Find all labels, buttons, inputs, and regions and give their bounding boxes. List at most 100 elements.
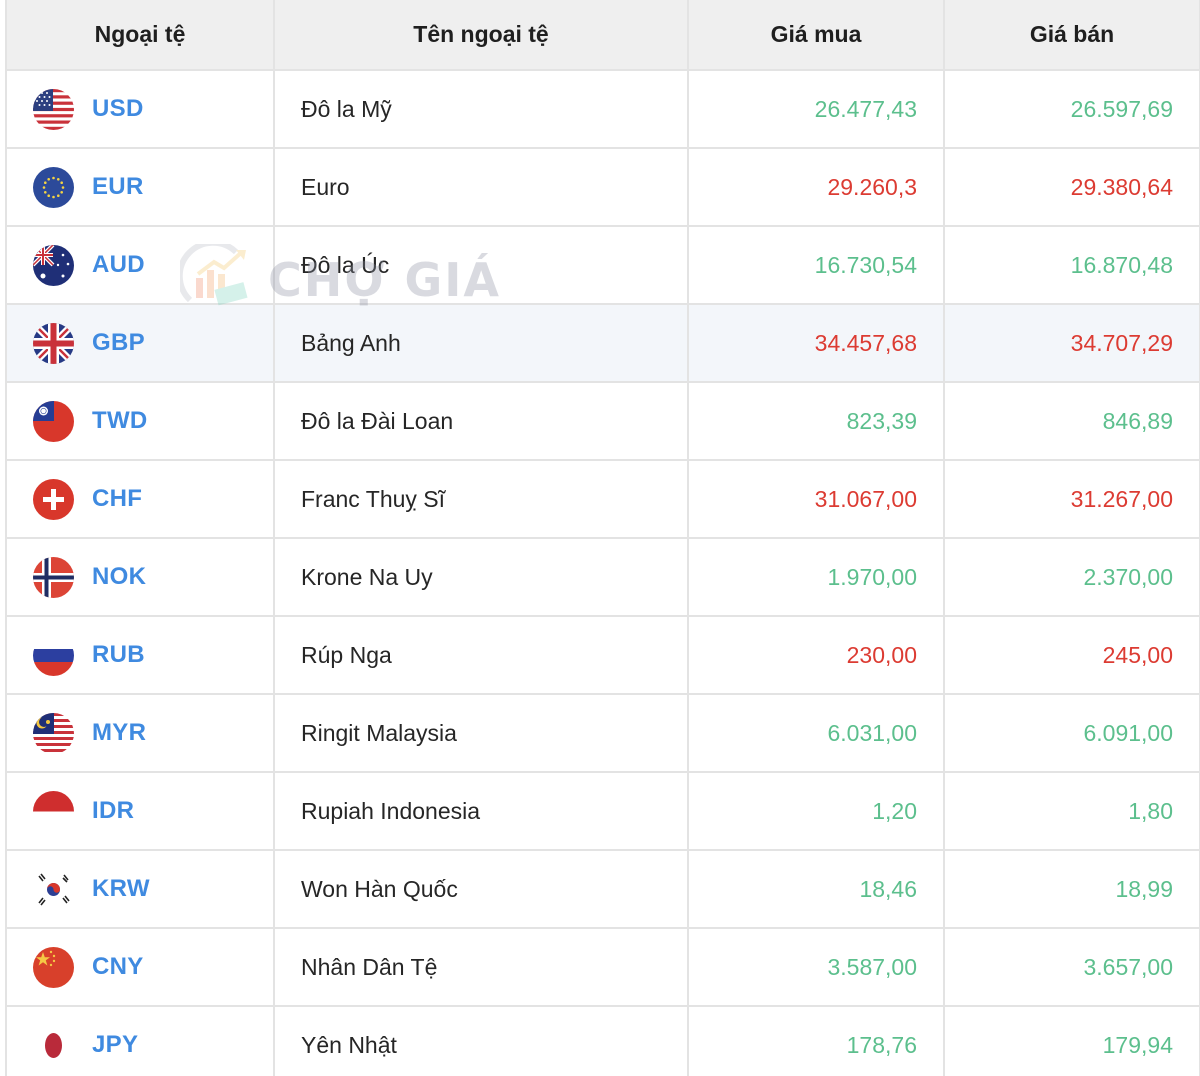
table-row[interactable]: GBP Bảng Anh 34.457,68 34.707,29 — [5, 303, 1200, 383]
sell-price: 3.657,00 — [943, 927, 1200, 1007]
tw-flag-icon — [33, 400, 74, 442]
table-row[interactable]: USD Đô la Mỹ 26.477,43 26.597,69 — [5, 69, 1200, 149]
currency-code-wrap: IDR — [33, 790, 273, 832]
buy-price: 823,39 — [687, 381, 945, 461]
eu-flag-icon — [33, 166, 74, 208]
currency-code-wrap: JPY — [33, 1024, 273, 1066]
currency-code-link[interactable]: MYR — [92, 719, 147, 746]
currency-code-link[interactable]: EUR — [92, 173, 144, 200]
jp-flag-icon — [33, 1024, 74, 1066]
currency-code-wrap: USD — [33, 88, 273, 130]
currency-code-wrap: RUB — [33, 634, 273, 676]
currency-name: Bảng Anh — [273, 303, 689, 383]
currency-code-link[interactable]: AUD — [92, 251, 145, 278]
currency-code-link[interactable]: NOK — [92, 563, 147, 590]
currency-code-cell: GBP — [5, 303, 275, 383]
sell-price: 2.370,00 — [943, 537, 1200, 617]
currency-code-wrap: MYR — [33, 712, 273, 754]
buy-price: 230,00 — [687, 615, 945, 695]
currency-code-cell: CNY — [5, 927, 275, 1007]
currency-code-cell: IDR — [5, 771, 275, 851]
currency-code-link[interactable]: RUB — [92, 641, 145, 668]
currency-name: Ringit Malaysia — [273, 693, 689, 773]
currency-code-link[interactable]: IDR — [92, 797, 135, 824]
currency-code-link[interactable]: KRW — [92, 875, 150, 902]
kr-flag-icon — [33, 868, 74, 910]
currency-code-cell: TWD — [5, 381, 275, 461]
currency-code-wrap: AUD — [33, 244, 273, 286]
sell-price: 31.267,00 — [943, 459, 1200, 539]
sell-price: 16.870,48 — [943, 225, 1200, 305]
table-row[interactable]: KRW Won Hàn Quốc 18,46 18,99 — [5, 849, 1200, 929]
buy-price: 18,46 — [687, 849, 945, 929]
table-row[interactable]: AUD Đô la Úc 16.730,54 16.870,48 — [5, 225, 1200, 305]
currency-code-link[interactable]: CNY — [92, 953, 144, 980]
buy-price: 16.730,54 — [687, 225, 945, 305]
column-header-sell[interactable]: Giá bán — [943, 0, 1200, 71]
currency-name: Franc Thuỵ Sĩ — [273, 459, 689, 539]
table-row[interactable]: EUR Euro 29.260,3 29.380,64 — [5, 147, 1200, 227]
column-header-name[interactable]: Tên ngoại tệ — [273, 0, 689, 71]
no-flag-icon — [33, 556, 74, 598]
column-header-code[interactable]: Ngoại tệ — [5, 0, 275, 71]
buy-price: 29.260,3 — [687, 147, 945, 227]
currency-name: Đô la Đài Loan — [273, 381, 689, 461]
exchange-rate-table-container: Ngoại tệ Tên ngoại tệ Giá mua Giá bán US… — [5, 0, 1200, 1076]
cn-flag-icon — [33, 946, 74, 988]
table-row[interactable]: CNY Nhân Dân Tệ 3.587,00 3.657,00 — [5, 927, 1200, 1007]
exchange-rate-table: Ngoại tệ Tên ngoại tệ Giá mua Giá bán US… — [5, 0, 1200, 1076]
sell-price: 18,99 — [943, 849, 1200, 929]
table-row[interactable]: MYR Ringit Malaysia 6.031,00 6.091,00 — [5, 693, 1200, 773]
buy-price: 178,76 — [687, 1005, 945, 1076]
sell-price: 29.380,64 — [943, 147, 1200, 227]
currency-code-wrap: KRW — [33, 868, 273, 910]
currency-code-cell: RUB — [5, 615, 275, 695]
column-header-buy[interactable]: Giá mua — [687, 0, 945, 71]
table-row[interactable]: CHF Franc Thuỵ Sĩ 31.067,00 31.267,00 — [5, 459, 1200, 539]
sell-price: 1,80 — [943, 771, 1200, 851]
currency-name: Yên Nhật — [273, 1005, 689, 1076]
buy-price: 3.587,00 — [687, 927, 945, 1007]
currency-name: Đô la Mỹ — [273, 69, 689, 149]
currency-code-wrap: CHF — [33, 478, 273, 520]
currency-code-cell: EUR — [5, 147, 275, 227]
currency-code-link[interactable]: JPY — [92, 1031, 139, 1058]
currency-code-link[interactable]: TWD — [92, 407, 148, 434]
table-row[interactable]: NOK Krone Na Uy 1.970,00 2.370,00 — [5, 537, 1200, 617]
sell-price: 26.597,69 — [943, 69, 1200, 149]
currency-code-cell: JPY — [5, 1005, 275, 1076]
currency-code-link[interactable]: CHF — [92, 485, 143, 512]
ru-flag-icon — [33, 634, 74, 676]
table-row[interactable]: IDR Rupiah Indonesia 1,20 1,80 — [5, 771, 1200, 851]
my-flag-icon — [33, 712, 74, 754]
sell-price: 6.091,00 — [943, 693, 1200, 773]
currency-name: Krone Na Uy — [273, 537, 689, 617]
ch-flag-icon — [33, 478, 74, 520]
table-row[interactable]: RUB Rúp Nga 230,00 245,00 — [5, 615, 1200, 695]
sell-price: 34.707,29 — [943, 303, 1200, 383]
currency-name: Euro — [273, 147, 689, 227]
currency-code-cell: KRW — [5, 849, 275, 929]
currency-name: Won Hàn Quốc — [273, 849, 689, 929]
currency-code-wrap: GBP — [33, 322, 273, 364]
table-header-row: Ngoại tệ Tên ngoại tệ Giá mua Giá bán — [5, 0, 1200, 71]
sell-price: 245,00 — [943, 615, 1200, 695]
buy-price: 26.477,43 — [687, 69, 945, 149]
currency-code-wrap: TWD — [33, 400, 273, 442]
gb-flag-icon — [33, 322, 74, 364]
table-row[interactable]: TWD Đô la Đài Loan 823,39 846,89 — [5, 381, 1200, 461]
currency-name: Rupiah Indonesia — [273, 771, 689, 851]
currency-code-link[interactable]: USD — [92, 95, 144, 122]
currency-code-cell: USD — [5, 69, 275, 149]
currency-code-wrap: EUR — [33, 166, 273, 208]
currency-code-link[interactable]: GBP — [92, 329, 145, 356]
currency-name: Nhân Dân Tệ — [273, 927, 689, 1007]
currency-code-cell: MYR — [5, 693, 275, 773]
currency-code-wrap: CNY — [33, 946, 273, 988]
currency-code-cell: NOK — [5, 537, 275, 617]
au-flag-icon — [33, 244, 74, 286]
table-row[interactable]: JPY Yên Nhật 178,76 179,94 — [5, 1005, 1200, 1076]
currency-code-cell: CHF — [5, 459, 275, 539]
buy-price: 1,20 — [687, 771, 945, 851]
buy-price: 6.031,00 — [687, 693, 945, 773]
